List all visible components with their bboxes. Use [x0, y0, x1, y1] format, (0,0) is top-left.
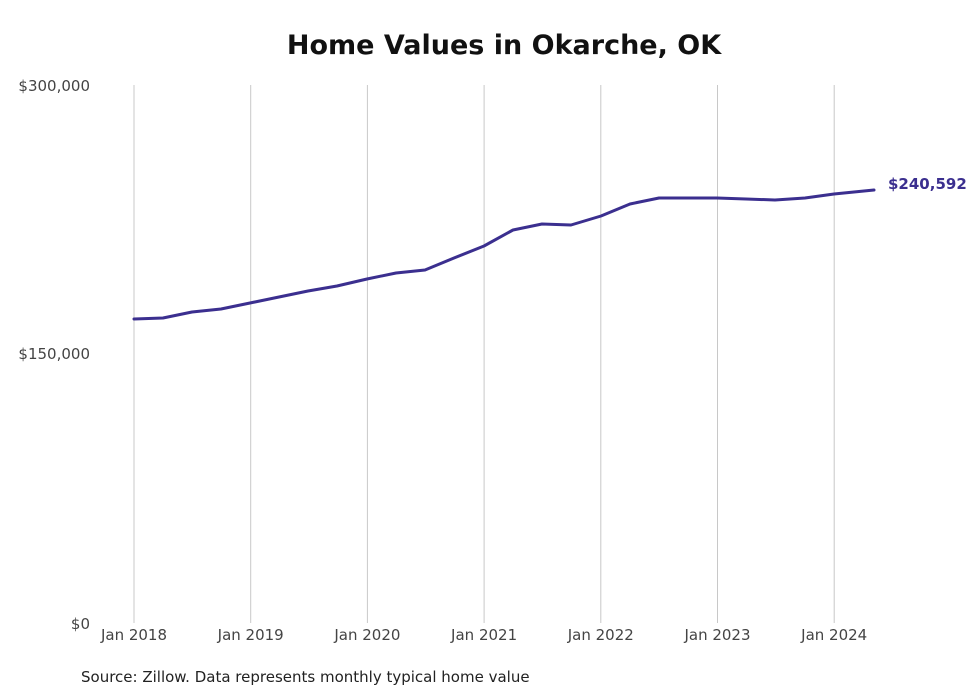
source-note: Source: Zillow. Data represents monthly …	[81, 668, 530, 686]
home-value-line	[132, 188, 876, 321]
svg-text:Jan 2022: Jan 2022	[567, 626, 634, 644]
svg-text:Jan 2021: Jan 2021	[450, 626, 517, 644]
y-axis-labels: $300,000 $150,000 $0	[18, 77, 90, 633]
svg-text:Jan 2018: Jan 2018	[100, 626, 167, 644]
svg-text:Jan 2019: Jan 2019	[217, 626, 284, 644]
svg-text:Jan 2020: Jan 2020	[333, 626, 400, 644]
y-tick-0: $0	[71, 615, 90, 633]
chart-title: Home Values in Okarche, OK	[286, 30, 722, 61]
svg-text:Jan 2024: Jan 2024	[800, 626, 867, 644]
vertical-gridlines	[133, 85, 835, 623]
y-tick-150000: $150,000	[18, 345, 90, 363]
end-value-label: $240,592	[888, 175, 967, 193]
x-axis-labels: Jan 2018 Jan 2019 Jan 2020 Jan 2021 Jan …	[100, 626, 867, 644]
y-tick-300000: $300,000	[18, 77, 90, 95]
svg-text:Jan 2023: Jan 2023	[683, 626, 750, 644]
